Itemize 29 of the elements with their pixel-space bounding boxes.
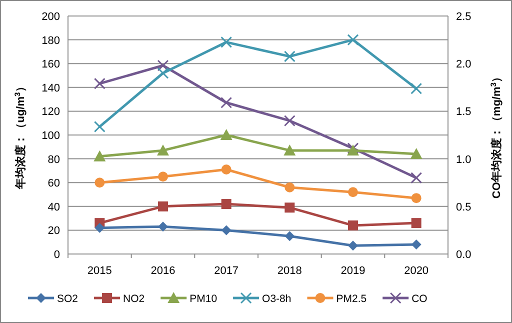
y2-tick-label: 1.5 [456, 106, 472, 118]
x-tick-label: 2019 [340, 265, 366, 277]
y-tick-label: 80 [48, 154, 60, 166]
legend-label: CO [412, 293, 428, 305]
x-tick-label: 2020 [404, 265, 429, 277]
y-tick-label: 200 [42, 11, 60, 23]
x-tick-label: 2018 [277, 265, 302, 277]
y-tick-label: 120 [42, 106, 60, 118]
y-tick-label: 0 [54, 249, 60, 261]
legend-label: PM2.5 [336, 293, 367, 305]
x-tick-label: 2015 [87, 265, 112, 277]
y-tick-label: 40 [48, 201, 60, 214]
y2-tick-label: 2.5 [456, 11, 472, 23]
y2-tick-label: 1.0 [456, 154, 472, 166]
legend-label: SO2 [57, 293, 78, 305]
legend-label: PM10 [190, 293, 218, 305]
y-tick-label: 100 [42, 130, 60, 142]
legend-label: NO2 [123, 293, 145, 305]
y2-tick-label: 0.0 [456, 249, 472, 261]
y-tick-label: 20 [48, 225, 60, 238]
x-tick-label: 2016 [150, 265, 176, 277]
y2-tick-label: 2.0 [456, 58, 472, 71]
legend-label: O3-8h [262, 293, 292, 305]
y-tick-label: 60 [48, 178, 60, 190]
y2-tick-label: 0.5 [456, 201, 472, 214]
y-tick-label: 160 [42, 58, 60, 71]
x-tick-label: 2017 [214, 265, 239, 277]
y-tick-label: 140 [42, 82, 60, 94]
y-tick-label: 180 [42, 34, 60, 47]
